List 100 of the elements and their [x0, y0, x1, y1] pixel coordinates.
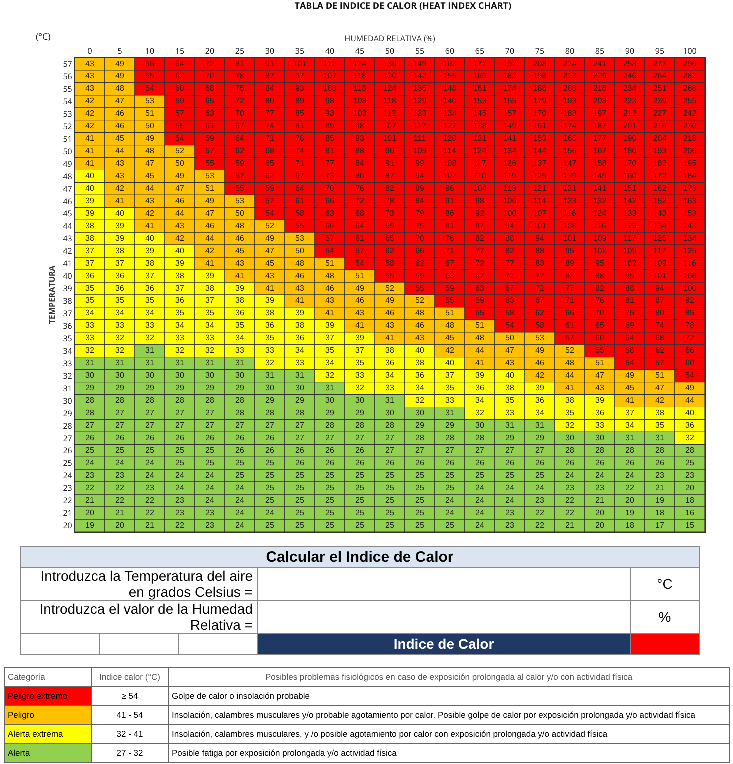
- data-label: 48: [236, 221, 245, 230]
- data-label: 26: [266, 446, 275, 455]
- data-label: 39: [536, 384, 545, 393]
- data-label: 94: [506, 221, 515, 230]
- data-label: 79: [416, 208, 425, 218]
- data-label: 123: [563, 196, 578, 206]
- x-tick-label: 25: [235, 46, 245, 57]
- data-label: 251: [653, 84, 668, 94]
- data-label: 25: [326, 508, 335, 518]
- data-label: 25: [236, 458, 245, 468]
- data-label: 32: [356, 384, 365, 393]
- data-label: 47: [206, 208, 215, 218]
- data-label: 65: [266, 159, 275, 168]
- data-label: 102: [623, 258, 638, 268]
- data-label: 28: [476, 433, 485, 442]
- y-tick-label: 21: [63, 508, 72, 520]
- data-label: 255: [683, 96, 698, 106]
- data-label: 51: [356, 271, 365, 280]
- y-tick-label: 49: [63, 158, 73, 170]
- data-label: 25: [386, 470, 395, 480]
- data-label: 108: [683, 271, 698, 280]
- data-label: 282: [683, 72, 698, 81]
- text: Indice calor (°C): [92, 668, 168, 686]
- data-label: 36: [236, 308, 245, 318]
- x-tick-label: 75: [535, 46, 545, 57]
- y-tick-label: 50: [63, 146, 73, 158]
- data-label: 70: [596, 308, 605, 318]
- data-label: 93: [356, 134, 365, 144]
- data-label: 123: [413, 109, 428, 118]
- data-label: 24: [206, 496, 215, 505]
- data-label: 27 - 32: [92, 744, 168, 762]
- data-label: 27: [476, 446, 485, 455]
- data-label: 162: [653, 184, 668, 193]
- data-label: 120: [443, 134, 458, 144]
- data-label: 44: [116, 146, 125, 156]
- data-label: 149: [413, 59, 428, 68]
- data-label: 31: [116, 358, 125, 368]
- data-label: 16: [686, 508, 695, 518]
- data-label: 24: [446, 508, 455, 518]
- data-label: 38: [566, 396, 575, 406]
- data-label: 34: [296, 346, 305, 356]
- data-label: 58: [626, 346, 635, 356]
- data-label: 241: [593, 59, 608, 68]
- data-label: 34: [386, 371, 395, 380]
- data-label: 65: [596, 321, 605, 330]
- data-label: 143: [683, 221, 698, 230]
- data-label: 59: [206, 134, 215, 144]
- data-label: 54: [356, 258, 365, 268]
- data-label: 197: [593, 109, 608, 118]
- data-label: 25: [206, 446, 215, 455]
- data-label: 33: [386, 384, 395, 393]
- data-label: 41: [116, 196, 125, 206]
- data-label: 76: [446, 234, 455, 243]
- data-label: 48: [446, 321, 455, 330]
- data-label: 23: [506, 520, 515, 530]
- data-label: 31: [86, 358, 95, 368]
- data-label: 34: [326, 358, 335, 368]
- data-label: 36: [176, 296, 185, 306]
- data-label: 151: [623, 184, 638, 193]
- data-label: 43: [86, 59, 95, 68]
- y-tick-label: 40: [63, 271, 73, 282]
- data-label: 89: [416, 184, 425, 193]
- data-label: 46: [206, 221, 215, 230]
- data-label: 33: [356, 371, 365, 380]
- data-label: 131: [473, 134, 488, 144]
- data-label: 86: [446, 208, 455, 218]
- text: Indice de Calor: [258, 634, 630, 654]
- data-label: 24: [236, 508, 245, 518]
- y-tick-label: 32: [63, 370, 73, 382]
- data-label: 91: [386, 159, 395, 168]
- data-label: 53: [536, 334, 545, 343]
- data-label: 30: [386, 408, 395, 418]
- data-label: 85: [326, 134, 335, 144]
- data-label: 160: [623, 172, 638, 180]
- data-label: 54: [626, 358, 635, 368]
- data-label: 80: [656, 308, 665, 318]
- data-label: 28: [86, 408, 95, 418]
- x-tick-label: 85: [595, 46, 605, 57]
- text: Categoría: [4, 668, 92, 686]
- data-label: 112: [384, 109, 397, 118]
- data-label: 193: [563, 96, 578, 106]
- data-label: 46: [176, 196, 185, 206]
- data-label: 22: [146, 496, 155, 505]
- text: Golpe de calor o insolación probable: [168, 686, 730, 706]
- data-label: 18: [626, 520, 635, 530]
- data-label: 95: [596, 258, 605, 268]
- data-label: 138: [473, 122, 488, 131]
- text: Insolación, calambres musculares, y /o posible agotamiento por calor con exposición prolongada y/o actividad física: [168, 724, 730, 744]
- data-label: 25: [296, 470, 305, 480]
- data-label: 37: [356, 346, 365, 356]
- data-label: 80: [356, 172, 365, 180]
- data-label: 40: [416, 346, 425, 356]
- data-label: 51: [206, 184, 215, 193]
- data-label: 30: [146, 371, 155, 380]
- data-label: 31: [626, 433, 635, 442]
- data-label: 18: [656, 508, 665, 518]
- data-label: 66: [326, 196, 335, 206]
- data-label: 213: [563, 72, 578, 81]
- data-label: 15: [686, 520, 695, 530]
- data-label: 26: [236, 433, 245, 442]
